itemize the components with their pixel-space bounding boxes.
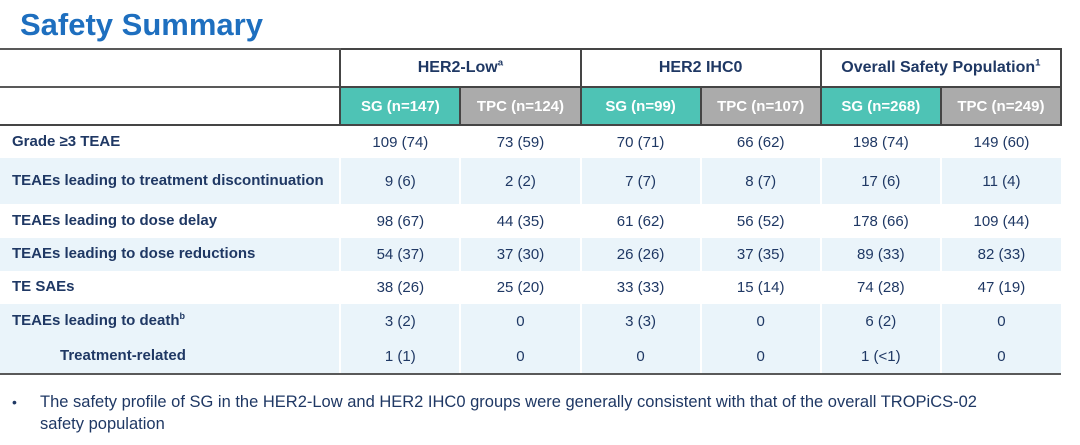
cell-value: 74 (28) bbox=[819, 271, 941, 304]
cell-value: 26 (26) bbox=[579, 238, 701, 271]
row-label-text: TE SAEs bbox=[12, 278, 75, 296]
bullet-marker: • bbox=[12, 394, 17, 410]
cell-value: 33 (33) bbox=[579, 271, 701, 304]
cell-value: 15 (14) bbox=[699, 271, 821, 304]
cell-value: 44 (35) bbox=[459, 204, 581, 238]
col-header-tpc-her2low: TPC (n=124) bbox=[459, 86, 582, 126]
cell-value: 0 bbox=[459, 339, 581, 375]
cell-value: 3 (3) bbox=[579, 304, 701, 339]
footnote-text: The safety profile of SG in the HER2-Low… bbox=[40, 393, 977, 434]
cell-value: 11 (4) bbox=[939, 158, 1061, 204]
cell-value: 38 (26) bbox=[339, 271, 461, 304]
table-row-dose-reductions: TEAEs leading to dose reductions 54 (37)… bbox=[0, 238, 1061, 271]
row-label-text: TEAEs leading to dose delay bbox=[12, 211, 218, 229]
table-row-treatment-related: Treatment-related 1 (1) 0 0 0 1 (<1) 0 bbox=[0, 339, 1061, 375]
cell-value: 37 (30) bbox=[459, 238, 581, 271]
row-label-text: TEAEs leading to dose reductions bbox=[12, 245, 256, 263]
cell-value: 17 (6) bbox=[819, 158, 941, 204]
cell-value: 178 (66) bbox=[819, 204, 941, 238]
cell-value: 0 bbox=[699, 304, 821, 339]
cell-value: 1 (<1) bbox=[819, 339, 941, 375]
table-row-dose-delay: TEAEs leading to dose delay 98 (67) 44 (… bbox=[0, 204, 1061, 238]
table-row-discontinuation: TEAEs leading to treatment discontinuati… bbox=[0, 158, 1061, 204]
arm-header-row: SG (n=147) TPC (n=124) SG (n=99) TPC (n=… bbox=[0, 86, 1063, 126]
group-superscript: a bbox=[497, 57, 504, 69]
row-label: Treatment-related bbox=[0, 339, 341, 375]
cell-value: 149 (60) bbox=[939, 125, 1061, 158]
group-label: HER2 IHC0 bbox=[658, 59, 743, 76]
cell-value: 109 (44) bbox=[939, 204, 1061, 238]
row-label: Grade ≥3 TEAE bbox=[0, 125, 341, 158]
cell-value: 47 (19) bbox=[939, 271, 1061, 304]
table-row-grade3-teae: Grade ≥3 TEAE 109 (74) 73 (59) 70 (71) 6… bbox=[0, 125, 1061, 158]
group-label: HER2-Low bbox=[417, 59, 498, 76]
cell-value: 1 (1) bbox=[339, 339, 461, 375]
cell-value: 8 (7) bbox=[699, 158, 821, 204]
cell-value: 0 bbox=[699, 339, 821, 375]
row-label-text: TEAEs leading to death bbox=[12, 312, 180, 330]
group-header-row: HER2-Lowa HER2 IHC0 Overall Safety Popul… bbox=[0, 48, 1063, 88]
page-title: Safety Summary bbox=[20, 7, 263, 42]
group-label: Overall Safety Population bbox=[841, 59, 1036, 76]
col-header-sg-overall: SG (n=268) bbox=[819, 86, 942, 126]
row-superscript: b bbox=[179, 311, 186, 322]
table-row-death: TEAEs leading to deathb 3 (2) 0 3 (3) 0 … bbox=[0, 304, 1061, 339]
row-label-text: Treatment-related bbox=[60, 346, 186, 364]
group-header-her2-low: HER2-Lowa bbox=[339, 48, 582, 88]
cell-value: 9 (6) bbox=[339, 158, 461, 204]
cell-value: 54 (37) bbox=[339, 238, 461, 271]
row-label: TEAEs leading to deathb bbox=[0, 304, 341, 339]
cell-value: 66 (62) bbox=[699, 125, 821, 158]
cell-value: 37 (35) bbox=[699, 238, 821, 271]
cell-value: 82 (33) bbox=[939, 238, 1061, 271]
cell-value: 25 (20) bbox=[459, 271, 581, 304]
cell-value: 0 bbox=[579, 339, 701, 375]
cell-value: 56 (52) bbox=[699, 204, 821, 238]
footnote: • The safety profile of SG in the HER2-L… bbox=[12, 391, 1032, 436]
cell-value: 98 (67) bbox=[339, 204, 461, 238]
group-header-overall: Overall Safety Population1 bbox=[819, 48, 1063, 88]
cell-value: 3 (2) bbox=[339, 304, 461, 339]
safety-summary-table: HER2-Lowa HER2 IHC0 Overall Safety Popul… bbox=[0, 48, 1063, 375]
col-header-sg-ihc0: SG (n=99) bbox=[579, 86, 702, 126]
cell-value: 7 (7) bbox=[579, 158, 701, 204]
row-label: TE SAEs bbox=[0, 271, 341, 304]
table-row-te-saes: TE SAEs 38 (26) 25 (20) 33 (33) 15 (14) … bbox=[0, 271, 1061, 304]
col-header-tpc-ihc0: TPC (n=107) bbox=[699, 86, 822, 126]
cell-value: 109 (74) bbox=[339, 125, 461, 158]
col-header-tpc-overall: TPC (n=249) bbox=[939, 86, 1063, 126]
corner-cell bbox=[0, 86, 341, 126]
cell-value: 198 (74) bbox=[819, 125, 941, 158]
cell-value: 0 bbox=[459, 304, 581, 339]
cell-value: 73 (59) bbox=[459, 125, 581, 158]
cell-value: 89 (33) bbox=[819, 238, 941, 271]
cell-value: 2 (2) bbox=[459, 158, 581, 204]
row-label: TEAEs leading to dose delay bbox=[0, 204, 341, 238]
group-header-her2-ihc0: HER2 IHC0 bbox=[579, 48, 822, 88]
group-superscript: 1 bbox=[1035, 57, 1041, 69]
cell-value: 6 (2) bbox=[819, 304, 941, 339]
row-label: TEAEs leading to dose reductions bbox=[0, 238, 341, 271]
col-header-sg-her2low: SG (n=147) bbox=[339, 86, 462, 126]
cell-value: 61 (62) bbox=[579, 204, 701, 238]
cell-value: 70 (71) bbox=[579, 125, 701, 158]
cell-value: 0 bbox=[939, 304, 1061, 339]
row-label-text: TEAEs leading to treatment discontinuati… bbox=[12, 171, 324, 189]
cell-value: 0 bbox=[939, 339, 1061, 375]
row-label: TEAEs leading to treatment discontinuati… bbox=[0, 158, 341, 204]
corner-cell bbox=[0, 48, 341, 87]
row-label-text: Grade ≥3 TEAE bbox=[12, 132, 121, 150]
